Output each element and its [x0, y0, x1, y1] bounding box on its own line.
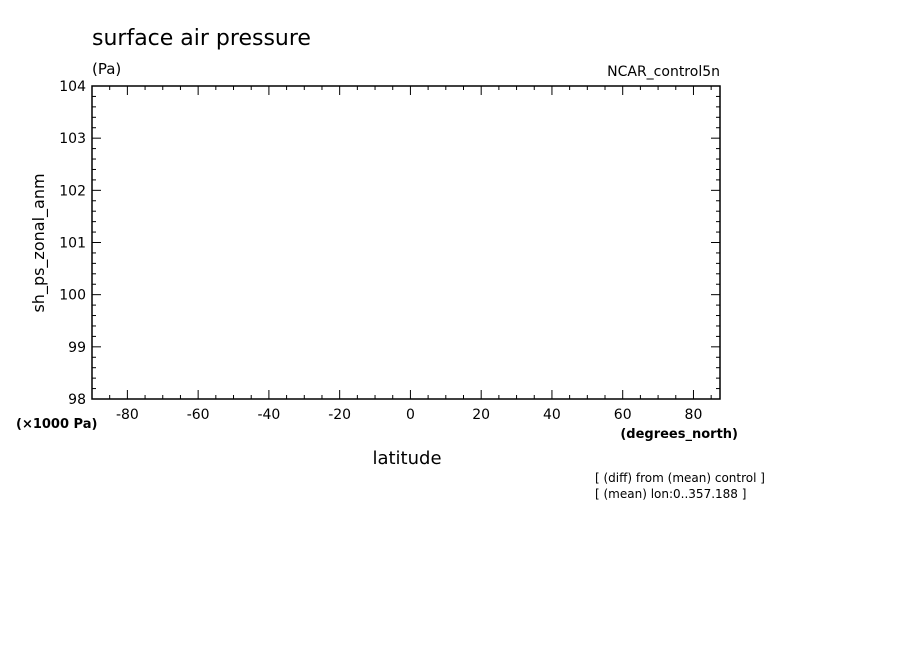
y-tick-label: 104	[59, 79, 86, 95]
x-axis-units: (degrees_north)	[620, 427, 738, 442]
units-label: (Pa)	[92, 60, 121, 78]
y-tick-label: 98	[68, 392, 86, 408]
y-tick-label: 99	[68, 340, 86, 356]
y-tick-label: 102	[59, 183, 86, 199]
x-tick-label: 40	[543, 407, 561, 423]
x-axis-label: latitude	[372, 448, 441, 469]
x-tick-label: -20	[328, 407, 351, 423]
y-tick-label: 103	[59, 131, 86, 147]
x-tick-label: 20	[472, 407, 490, 423]
y-axis-units: (×1000 Pa)	[16, 417, 97, 432]
axis-ticks: -80 -60 -40 -20 0 20 40 60 80 98 99 100 101 102 103 104	[59, 79, 720, 423]
x-tick-label: -40	[257, 407, 280, 423]
x-tick-label: 60	[614, 407, 632, 423]
x-tick-label: 0	[406, 407, 415, 423]
y-tick-label: 100	[59, 288, 86, 304]
annotation-mean: [ (mean) lon:0..357.188 ]	[595, 487, 746, 501]
x-tick-label: 80	[685, 407, 703, 423]
dataset-label: NCAR_control5n	[607, 64, 720, 80]
y-tick-label: 101	[59, 236, 86, 252]
annotation-diff: [ (diff) from (mean) control ]	[595, 471, 765, 485]
y-axis-label: sh_ps_zonal_anm	[29, 173, 49, 312]
x-tick-label: -60	[187, 407, 210, 423]
chart-title: surface air pressure	[92, 26, 311, 51]
x-tick-label: -80	[116, 407, 139, 423]
